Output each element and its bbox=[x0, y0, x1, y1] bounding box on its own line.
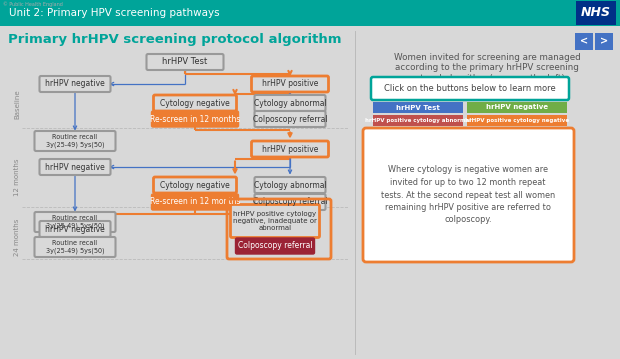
Text: Re-screen in 12 months: Re-screen in 12 months bbox=[150, 197, 240, 206]
Text: Colposcopy referral: Colposcopy referral bbox=[253, 115, 327, 123]
Text: hrHPV negative: hrHPV negative bbox=[486, 104, 548, 111]
FancyBboxPatch shape bbox=[252, 76, 329, 92]
Text: Cytology negative: Cytology negative bbox=[160, 98, 230, 107]
Text: hrHPV negative: hrHPV negative bbox=[45, 163, 105, 172]
Text: Unit 2: Primary HPV screening pathways: Unit 2: Primary HPV screening pathways bbox=[9, 8, 219, 18]
FancyBboxPatch shape bbox=[35, 212, 115, 232]
Text: Cytology abnormal: Cytology abnormal bbox=[254, 98, 326, 107]
Text: Routine recall
3y(25-49) 5ys(50): Routine recall 3y(25-49) 5ys(50) bbox=[46, 240, 104, 254]
Text: Routine recall
3y(25-49) 5ys(50): Routine recall 3y(25-49) 5ys(50) bbox=[46, 134, 104, 148]
Text: 12 months: 12 months bbox=[14, 158, 20, 196]
FancyBboxPatch shape bbox=[254, 95, 326, 111]
FancyBboxPatch shape bbox=[35, 131, 115, 151]
FancyBboxPatch shape bbox=[254, 177, 326, 193]
Text: Colposcopy referral: Colposcopy referral bbox=[237, 242, 312, 251]
FancyBboxPatch shape bbox=[252, 141, 329, 157]
FancyBboxPatch shape bbox=[231, 205, 319, 238]
Bar bbox=[0, 0, 620, 26]
Bar bbox=[575, 33, 593, 50]
Text: Where cytology is negative women are
invited for up to two 12 month repeat
tests: Where cytology is negative women are inv… bbox=[381, 165, 555, 224]
FancyBboxPatch shape bbox=[151, 111, 239, 127]
FancyBboxPatch shape bbox=[254, 194, 326, 210]
Bar bbox=[576, 1, 616, 25]
FancyBboxPatch shape bbox=[371, 77, 569, 100]
Text: hrHPV negative: hrHPV negative bbox=[45, 79, 105, 89]
FancyBboxPatch shape bbox=[154, 95, 236, 111]
Text: hrHPV positive: hrHPV positive bbox=[262, 145, 318, 154]
Text: hrHPV positive cytology negative: hrHPV positive cytology negative bbox=[465, 118, 569, 123]
Text: hrHPV positive cytology
negative, inadequate or
abnormal: hrHPV positive cytology negative, inadeq… bbox=[233, 211, 317, 231]
Text: Primary hrHPV screening protocol algorithm: Primary hrHPV screening protocol algorit… bbox=[8, 33, 342, 46]
Text: Re-screen in 12 months: Re-screen in 12 months bbox=[150, 115, 240, 123]
Bar bbox=[467, 115, 567, 126]
Text: hrHPV positive cytology abnormal: hrHPV positive cytology abnormal bbox=[365, 118, 471, 123]
FancyBboxPatch shape bbox=[40, 76, 110, 92]
Text: Cytology abnormal: Cytology abnormal bbox=[254, 181, 326, 190]
FancyBboxPatch shape bbox=[146, 54, 223, 70]
Text: Women invited for screening are managed
according to the primary hrHPV screening: Women invited for screening are managed … bbox=[394, 53, 580, 83]
FancyBboxPatch shape bbox=[35, 237, 115, 257]
Text: hrHPV negative: hrHPV negative bbox=[45, 224, 105, 233]
Bar bbox=[373, 102, 463, 113]
Text: NHS: NHS bbox=[581, 6, 611, 19]
Text: Baseline: Baseline bbox=[14, 89, 20, 119]
FancyBboxPatch shape bbox=[40, 221, 110, 237]
FancyBboxPatch shape bbox=[236, 238, 314, 254]
Text: Click on the buttons below to learn more: Click on the buttons below to learn more bbox=[384, 84, 556, 93]
Bar bbox=[595, 33, 613, 50]
Text: hrHPV Test: hrHPV Test bbox=[162, 57, 208, 66]
FancyBboxPatch shape bbox=[363, 128, 574, 262]
Bar bbox=[373, 115, 463, 126]
Text: Colposcopy referral: Colposcopy referral bbox=[253, 197, 327, 206]
Text: >: > bbox=[600, 37, 608, 47]
Bar bbox=[467, 102, 567, 113]
Text: 24 months: 24 months bbox=[14, 218, 20, 256]
FancyBboxPatch shape bbox=[40, 159, 110, 175]
Text: <: < bbox=[580, 37, 588, 47]
FancyBboxPatch shape bbox=[154, 177, 236, 193]
FancyBboxPatch shape bbox=[254, 111, 326, 127]
Text: hrHPV Test: hrHPV Test bbox=[396, 104, 440, 111]
Text: Routine recall
3y(25-49) 5ys(50): Routine recall 3y(25-49) 5ys(50) bbox=[46, 215, 104, 229]
Text: hrHPV positive: hrHPV positive bbox=[262, 79, 318, 89]
Text: © Public Health England: © Public Health England bbox=[3, 1, 63, 7]
FancyBboxPatch shape bbox=[151, 194, 239, 210]
Text: Cytology negative: Cytology negative bbox=[160, 181, 230, 190]
